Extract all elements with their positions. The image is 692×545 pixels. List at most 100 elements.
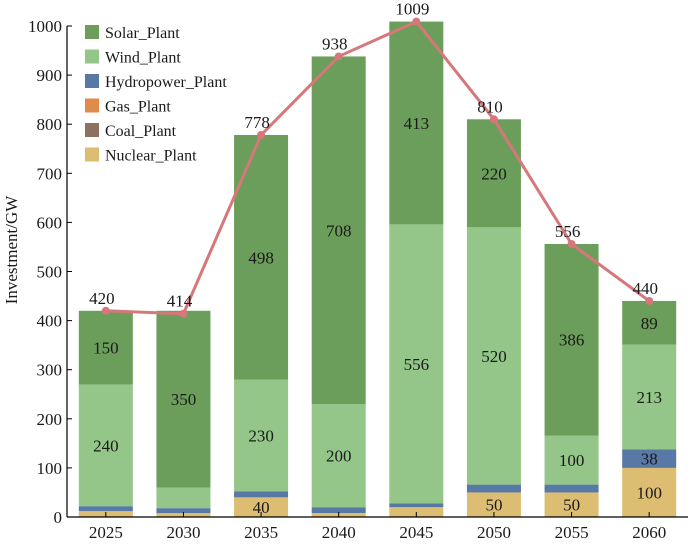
data-label-wind-plant-2045: 556 (404, 355, 430, 374)
data-label-hydropower-plant-2060: 38 (641, 450, 658, 469)
bar-hydropower-plant-2055 (544, 484, 599, 493)
legend-swatch-solar-plant (85, 25, 99, 39)
bar-hydropower-plant-2035 (234, 491, 289, 498)
total-point-2030 (179, 309, 188, 318)
legend: Solar_Plant Wind_Plant Hydropower_Plant Gas… (85, 25, 227, 165)
total-line (105, 20, 651, 316)
bar-solar-plant-2055 (544, 244, 599, 436)
y-tick-label-500: 500 (37, 263, 63, 282)
y-tick-label-700: 700 (37, 164, 63, 183)
legend-label-solar-plant: Solar_Plant (105, 25, 180, 42)
bar-nuclear-plant-2035 (234, 497, 289, 517)
y-axis-label: Investment/GW (2, 195, 21, 305)
legend-swatch-coal-plant (85, 123, 99, 137)
x-tick-label-2040: 2040 (322, 523, 356, 542)
bar-hydropower-plant-2060 (622, 449, 677, 468)
bar-solar-plant-2050 (466, 119, 521, 228)
data-label-solar-plant-2060: 89 (641, 314, 658, 333)
data-label-solar-plant-2055: 386 (559, 331, 585, 350)
y-tick-label-900: 900 (37, 66, 63, 85)
data-label-solar-plant-2030: 350 (171, 390, 197, 409)
x-tick-label-2060: 2060 (632, 523, 666, 542)
y-tick-label-100: 100 (37, 459, 63, 478)
bar-wind-plant-2045 (389, 224, 444, 504)
total-label-2035: 778 (244, 113, 270, 132)
y-tick-label-200: 200 (37, 410, 63, 429)
bar-solar-plant-2030 (156, 310, 211, 488)
total-label-2030: 414 (167, 292, 193, 311)
data-label-nuclear-plant-2035: 40 (253, 498, 270, 517)
data-label-nuclear-plant-2060: 100 (636, 483, 662, 502)
y-tick-label-600: 600 (37, 213, 63, 232)
total-label-2060: 440 (632, 279, 658, 298)
bar-wind-plant-2050 (466, 227, 521, 485)
y-tick-label-800: 800 (37, 115, 63, 134)
bar-hydropower-plant-2050 (466, 484, 521, 493)
bar-hydropower-plant-2045 (389, 503, 444, 508)
total-point-2045 (412, 17, 421, 26)
legend-swatch-nuclear-plant (85, 147, 99, 162)
total-point-2060 (645, 296, 654, 305)
x-tick-label-2050: 2050 (477, 523, 511, 542)
data-label-solar-plant-2045: 413 (404, 114, 430, 133)
bar-solar-plant-2060 (622, 300, 677, 345)
bar-solar-plant-2025 (78, 310, 133, 385)
y-tick-label-1000: 1000 (28, 17, 62, 36)
legend-swatch-gas-plant (85, 98, 99, 113)
total-point-2050 (489, 115, 498, 124)
bar-hydropower-plant-2030 (156, 508, 211, 514)
data-label-wind-plant-2050: 520 (481, 347, 507, 366)
bar-layer (78, 21, 677, 517)
legend-label-wind-plant: Wind_Plant (105, 50, 181, 67)
data-label-solar-plant-2050: 220 (481, 164, 507, 183)
legend-label-nuclear-plant: Nuclear_Plant (105, 148, 197, 165)
x-tick-label-2025: 2025 (89, 523, 123, 542)
bar-wind-plant-2060 (622, 344, 677, 450)
total-point-2025 (101, 306, 110, 315)
bar-hydropower-plant-2040 (311, 507, 366, 514)
total-point-2055 (567, 240, 576, 249)
total-line-layer: 420 414 778 938 1009 810 556 440 (89, 0, 658, 318)
bar-nuclear-plant-2060 (622, 467, 677, 517)
legend-label-gas-plant: Gas_Plant (105, 99, 171, 116)
total-point-2035 (257, 131, 266, 140)
total-label-2040: 938 (322, 34, 348, 53)
data-label-nuclear-plant-2050: 50 (485, 496, 502, 515)
data-label-wind-plant-2055: 100 (559, 451, 585, 470)
total-label-2055: 556 (555, 222, 581, 241)
axes-layer: 0 100 200 300 400 500 600 700 800 900 1000 2025 2030… (28, 17, 688, 542)
x-tick-label-2055: 2055 (555, 523, 589, 542)
data-label-solar-plant-2025: 150 (93, 339, 119, 358)
data-label-solar-plant-2035: 498 (248, 248, 274, 267)
legend-swatch-hydropower-plant (85, 74, 99, 88)
data-label-wind-plant-2035: 230 (248, 426, 274, 445)
bar-wind-plant-2035 (234, 379, 289, 492)
bar-solar-plant-2045 (389, 21, 444, 225)
x-tick-label-2045: 2045 (399, 523, 433, 542)
bar-wind-plant-2055 (544, 435, 599, 485)
total-point-2040 (334, 52, 343, 61)
data-label-wind-plant-2025: 240 (93, 436, 119, 455)
total-label-2025: 420 (89, 289, 115, 308)
bar-wind-plant-2025 (78, 384, 133, 507)
data-label-wind-plant-2060: 213 (636, 388, 662, 407)
legend-swatch-wind-plant (85, 49, 99, 64)
x-tick-label-2030: 2030 (166, 523, 200, 542)
total-label-2045: 1009 (395, 0, 429, 19)
x-tick-label-2035: 2035 (244, 523, 278, 542)
y-tick-label-400: 400 (37, 312, 63, 331)
bar-wind-plant-2030 (156, 487, 211, 509)
segment-label-layer: 240 150 350 40 230 498 200 708 556 413 50 520 220 50 1… (93, 114, 662, 517)
bar-hydropower-plant-2025 (78, 506, 133, 512)
legend-label-coal-plant: Coal_Plant (105, 123, 177, 140)
y-tick-label-0: 0 (54, 508, 63, 527)
data-label-wind-plant-2040: 200 (326, 447, 352, 466)
legend-label-hydropower-plant: Hydropower_Plant (105, 74, 227, 91)
data-label-nuclear-plant-2055: 50 (563, 496, 580, 515)
total-label-2050: 810 (477, 97, 503, 116)
bar-wind-plant-2040 (311, 404, 366, 508)
data-label-solar-plant-2040: 708 (326, 221, 352, 240)
y-tick-label-300: 300 (37, 361, 63, 380)
